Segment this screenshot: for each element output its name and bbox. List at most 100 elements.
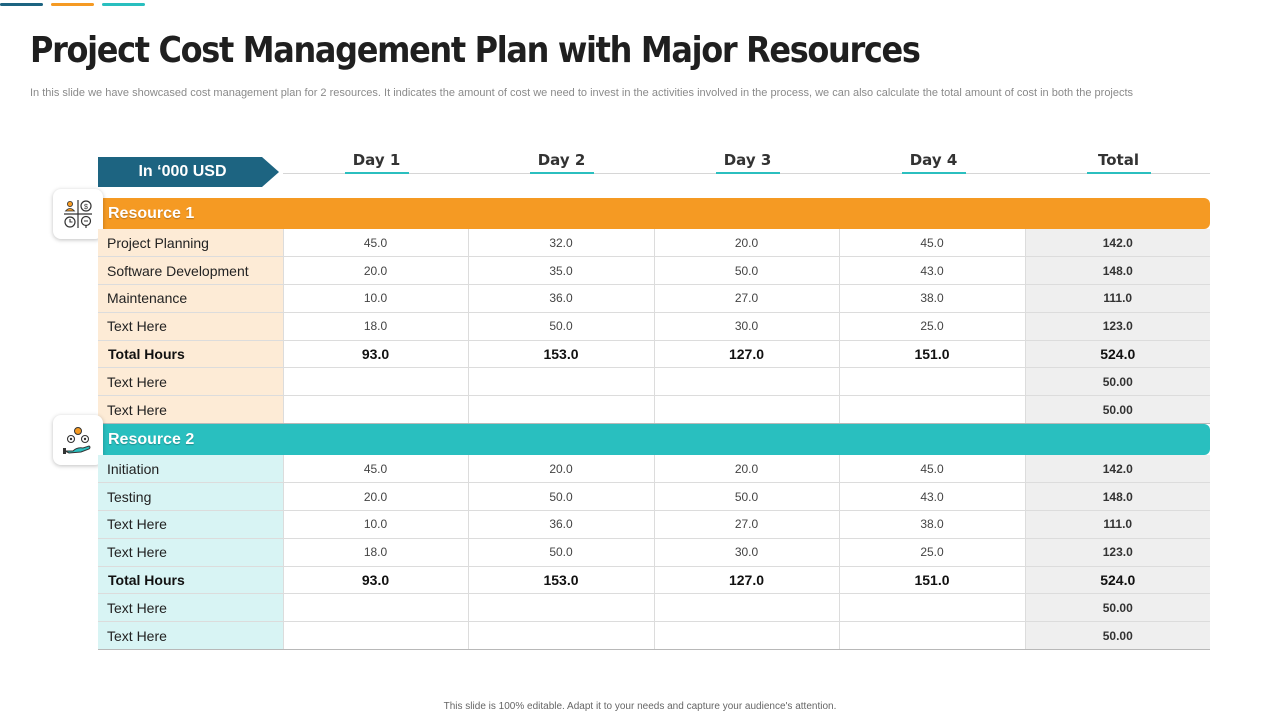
- accent-bar-teal: [102, 3, 145, 6]
- total-cell: 123.0: [1025, 538, 1210, 567]
- column-header-label: Day 4: [909, 151, 958, 169]
- row-label: Maintenance: [98, 284, 284, 313]
- day-4-cell: 38.0: [839, 510, 1026, 539]
- table-row: Text Here 18.0 50.0 30.0 25.0 123.0: [98, 538, 1210, 567]
- column-underline: [901, 172, 966, 174]
- row-label: Initiation: [98, 455, 284, 484]
- row-label: Text Here: [98, 621, 284, 651]
- day-3-cell: 27.0: [654, 284, 840, 313]
- table-row: Text Here 18.0 50.0 30.0 25.0 123.0: [98, 312, 1210, 341]
- table-row: Project Planning 45.0 32.0 20.0 45.0 142.0: [98, 229, 1210, 258]
- day-1-cell: 20.0: [283, 256, 469, 286]
- total-hours-row: Total Hours 93.0 153.0 127.0 151.0 524.0: [98, 566, 1210, 595]
- row-label: Total Hours: [98, 566, 284, 595]
- day-3-cell: 27.0: [654, 510, 840, 539]
- day-1-cell: 93.0: [283, 340, 469, 369]
- day-2-cell: 153.0: [468, 566, 655, 595]
- day-4-cell: [839, 621, 1026, 651]
- total-hours-row: Total Hours 93.0 153.0 127.0 151.0 524.0: [98, 340, 1210, 369]
- total-cell: 524.0: [1025, 566, 1210, 595]
- table-row: Text Here 50.00: [98, 395, 1210, 425]
- column-header-label: Day 2: [537, 151, 586, 169]
- day-1-cell: 45.0: [283, 229, 469, 258]
- day-1-cell: [283, 367, 469, 397]
- day-2-cell: [468, 593, 655, 623]
- row-label: Testing: [98, 482, 284, 512]
- row-label: Total Hours: [98, 340, 284, 369]
- day-3-cell: 50.0: [654, 482, 840, 512]
- row-label: Project Planning: [98, 229, 284, 258]
- day-2-cell: 32.0: [468, 229, 655, 258]
- day-3-cell: 30.0: [654, 312, 840, 341]
- total-cell: 148.0: [1025, 256, 1210, 286]
- day-1-cell: [283, 621, 469, 651]
- page-title: Project Cost Management Plan with Major …: [30, 30, 921, 71]
- resource-1-icon-box: $: [53, 189, 103, 239]
- resource-2-header: Resource 2: [98, 424, 1210, 455]
- total-cell: 111.0: [1025, 510, 1210, 539]
- day-1-cell: 18.0: [283, 312, 469, 341]
- day-2-cell: 50.0: [468, 538, 655, 567]
- day-4-cell: 43.0: [839, 256, 1026, 286]
- row-label: Text Here: [98, 510, 284, 539]
- day-3-cell: 127.0: [654, 340, 840, 369]
- day-3-cell: 30.0: [654, 538, 840, 567]
- table-row: Text Here 10.0 36.0 27.0 38.0 111.0: [98, 510, 1210, 539]
- resource-1-table: Project Planning 45.0 32.0 20.0 45.0 142.0 Sof…: [98, 229, 1210, 425]
- page-subtitle: In this slide we have showcased cost man…: [30, 87, 1134, 99]
- day-1-cell: 45.0: [283, 455, 469, 484]
- day-3-cell: 127.0: [654, 566, 840, 595]
- row-label: Text Here: [98, 538, 284, 567]
- accent-bar-navy: [0, 3, 43, 6]
- day-2-cell: 36.0: [468, 284, 655, 313]
- day-1-cell: 18.0: [283, 538, 469, 567]
- day-4-cell: 151.0: [839, 566, 1026, 595]
- day-1-cell: 93.0: [283, 566, 469, 595]
- column-underline: [344, 172, 409, 174]
- column-underline: [1086, 172, 1151, 174]
- total-cell: 50.00: [1025, 367, 1210, 397]
- accent-bar-orange: [51, 3, 94, 6]
- day-2-cell: 50.0: [468, 482, 655, 512]
- resource-2-table: Initiation 45.0 20.0 20.0 45.0 142.0 Testing 20…: [98, 455, 1210, 651]
- column-header-day-3: Day 3: [655, 151, 840, 174]
- day-4-cell: [839, 395, 1026, 425]
- day-4-cell: 25.0: [839, 538, 1026, 567]
- row-label: Text Here: [98, 312, 284, 341]
- day-4-cell: 43.0: [839, 482, 1026, 512]
- day-2-cell: 35.0: [468, 256, 655, 286]
- day-4-cell: [839, 367, 1026, 397]
- column-header-day-2: Day 2: [469, 151, 654, 174]
- day-3-cell: 20.0: [654, 229, 840, 258]
- table-row: Text Here 50.00: [98, 367, 1210, 397]
- day-1-cell: [283, 593, 469, 623]
- day-4-cell: [839, 593, 1026, 623]
- total-cell: 50.00: [1025, 395, 1210, 425]
- column-header-day-1: Day 1: [284, 151, 469, 174]
- day-3-cell: [654, 621, 840, 651]
- resource-1-header: Resource 1: [98, 198, 1210, 229]
- total-cell: 524.0: [1025, 340, 1210, 369]
- row-label: Text Here: [98, 367, 284, 397]
- day-4-cell: 45.0: [839, 229, 1026, 258]
- total-cell: 142.0: [1025, 229, 1210, 258]
- footer-note: This slide is 100% editable. Adapt it to…: [443, 701, 837, 712]
- unit-label-tag: In ‘000 USD: [98, 157, 279, 187]
- day-3-cell: 50.0: [654, 256, 840, 286]
- column-header-total: Total: [1026, 151, 1211, 174]
- row-label: Software Development: [98, 256, 284, 286]
- day-1-cell: [283, 395, 469, 425]
- day-4-cell: 38.0: [839, 284, 1026, 313]
- day-3-cell: [654, 395, 840, 425]
- column-header-label: Day 1: [352, 151, 401, 169]
- table-row: Software Development 20.0 35.0 50.0 43.0 148.…: [98, 256, 1210, 286]
- table-row: Initiation 45.0 20.0 20.0 45.0 142.0: [98, 455, 1210, 484]
- column-header-day-4: Day 4: [841, 151, 1026, 174]
- column-header-label: Day 3: [723, 151, 772, 169]
- day-2-cell: 153.0: [468, 340, 655, 369]
- row-label: Text Here: [98, 395, 284, 425]
- total-cell: 50.00: [1025, 593, 1210, 623]
- day-1-cell: 10.0: [283, 284, 469, 313]
- day-3-cell: [654, 367, 840, 397]
- day-2-cell: [468, 621, 655, 651]
